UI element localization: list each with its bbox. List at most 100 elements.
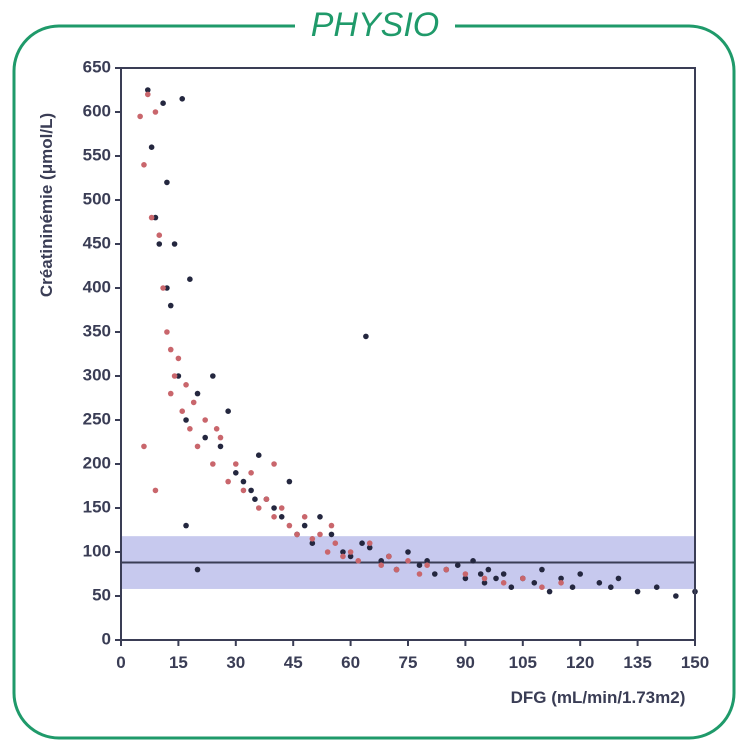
y-tick-label: 250 — [83, 409, 111, 428]
data-point — [546, 588, 553, 595]
x-tick-label: 135 — [623, 653, 651, 672]
data-point — [164, 285, 170, 291]
data-point — [175, 373, 182, 379]
data-point — [194, 566, 201, 573]
data-point — [210, 461, 216, 467]
data-point — [347, 549, 354, 555]
data-point — [340, 553, 346, 560]
data-point — [634, 588, 641, 595]
data-point — [615, 575, 622, 582]
data-point — [255, 452, 262, 459]
y-tick-label: 100 — [83, 541, 111, 560]
data-point — [278, 505, 285, 511]
data-point — [378, 562, 385, 568]
data-point — [324, 549, 331, 555]
data-point — [558, 575, 564, 582]
data-point — [424, 562, 430, 568]
data-point — [225, 478, 231, 485]
y-tick-label: 300 — [83, 365, 111, 384]
data-point — [608, 584, 614, 590]
y-tick-label: 550 — [83, 145, 111, 164]
data-point — [187, 426, 193, 432]
data-point — [248, 487, 254, 494]
x-tick-label: 45 — [284, 653, 303, 672]
data-point — [171, 373, 178, 379]
data-point — [164, 179, 170, 186]
data-point — [332, 540, 339, 546]
data-point — [477, 571, 484, 577]
data-point — [240, 478, 247, 485]
data-point — [255, 505, 262, 511]
data-point — [431, 571, 438, 577]
header-bg — [295, 8, 455, 44]
data-point — [167, 302, 174, 309]
data-point — [240, 487, 247, 494]
x-axis-label: DFG (mL/min/1.73m2) — [511, 688, 686, 707]
data-point — [144, 91, 151, 98]
x-tick-label: 120 — [566, 653, 594, 672]
data-point — [500, 571, 507, 577]
data-point — [271, 505, 277, 511]
data-point — [328, 531, 335, 538]
y-axis-label: Créatininémie (μmol/L) — [37, 113, 56, 297]
data-point — [179, 96, 186, 102]
data-point — [152, 109, 159, 115]
data-point — [416, 562, 423, 568]
data-point — [359, 540, 365, 546]
data-point — [340, 549, 346, 555]
data-point — [347, 553, 354, 560]
data-point — [263, 496, 270, 503]
data-point — [233, 461, 239, 467]
data-point — [278, 514, 285, 520]
plot-area: 0 50 100 150 200 250 300 350 400 450 500 550 600 650 0… — [83, 57, 710, 672]
data-point — [148, 214, 155, 221]
data-point — [424, 558, 430, 564]
data-point — [520, 575, 526, 582]
y-tick-label: 0 — [102, 629, 111, 648]
data-point — [363, 333, 369, 340]
data-point — [539, 584, 545, 590]
data-point — [248, 470, 254, 476]
data-point — [294, 531, 300, 538]
y-tick-label: 500 — [83, 189, 111, 208]
data-point — [160, 100, 166, 106]
data-point — [596, 580, 603, 586]
data-point — [148, 144, 155, 150]
data-point — [167, 390, 174, 397]
data-point — [141, 162, 147, 168]
x-tick-label: 105 — [509, 653, 537, 672]
data-point — [233, 470, 239, 476]
data-point — [386, 553, 392, 560]
data-point — [190, 399, 197, 406]
x-tick-label: 90 — [456, 653, 475, 672]
data-point — [167, 346, 174, 353]
data-point — [271, 461, 277, 467]
data-point — [443, 566, 450, 573]
data-point — [286, 522, 293, 529]
data-point — [175, 355, 182, 362]
x-tick-label: 30 — [226, 653, 245, 672]
data-point — [301, 522, 308, 529]
y-tick-label: 600 — [83, 101, 111, 120]
data-point — [309, 536, 316, 542]
data-point — [286, 478, 293, 485]
data-point — [405, 549, 411, 555]
data-point — [539, 566, 545, 573]
data-point — [156, 241, 163, 247]
header-title: PHYSIO — [311, 6, 439, 44]
data-point — [160, 285, 166, 291]
y-tick-label: 150 — [83, 497, 111, 516]
data-point — [462, 575, 469, 582]
data-point — [416, 571, 423, 577]
x-tick-label: 75 — [399, 653, 418, 672]
y-tick-label: 50 — [92, 585, 111, 604]
data-point — [213, 426, 220, 432]
data-point — [183, 522, 189, 529]
x-tick-label: 150 — [681, 653, 709, 672]
data-point — [152, 214, 159, 221]
y-tick-label: 350 — [83, 321, 111, 340]
data-point — [470, 558, 476, 564]
data-point — [366, 540, 373, 546]
data-point — [156, 232, 163, 238]
